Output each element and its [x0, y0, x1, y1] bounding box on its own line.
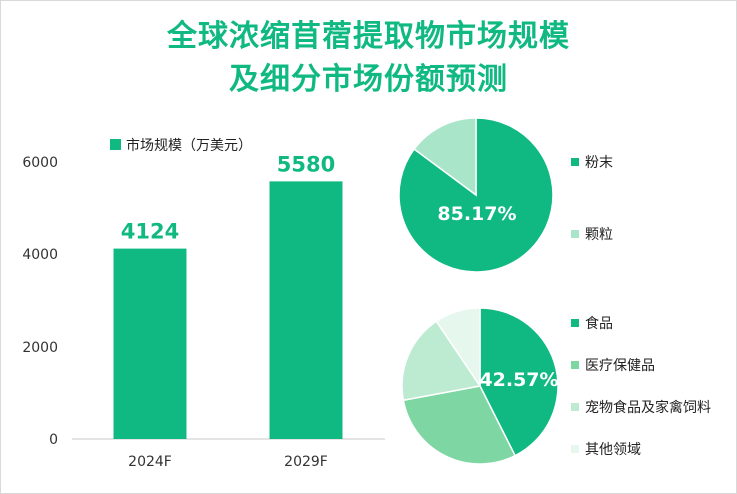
bar-2024f	[113, 248, 187, 439]
pie-form-slice	[398, 117, 554, 273]
pie-application	[401, 307, 559, 465]
pie-application-value-label: 42.57%	[479, 369, 558, 391]
legend-swatch-granule	[571, 230, 579, 238]
bar-data-label: 4124	[121, 220, 179, 244]
legend-swatch-healthcare	[571, 361, 579, 369]
legend-swatch-powder	[571, 158, 579, 166]
y-tick-label: 2000	[22, 340, 58, 356]
bar-data-label: 5580	[277, 152, 335, 176]
x-category-label: 2024F	[128, 454, 172, 470]
legend-swatch-food	[571, 319, 579, 327]
legend-label-granule: 颗粒	[585, 227, 613, 243]
pie-form-slice	[413, 117, 477, 197]
pie-application-slice	[479, 307, 559, 457]
pie-form-value-label: 85.17%	[437, 203, 516, 225]
legend-swatch-other	[571, 445, 579, 453]
legend-label-other: 其他领域	[585, 442, 641, 458]
bar-2029f	[269, 181, 343, 439]
pie-application-slice	[402, 385, 517, 465]
legend-label-pet-feed: 宠物食品及家禽饲料	[585, 399, 711, 416]
chart-title-line1: 全球浓缩苜蓿提取物市场规模	[167, 19, 570, 54]
pie-form	[398, 117, 554, 273]
pie-application-slice	[435, 307, 481, 389]
pie-application-slice	[401, 320, 482, 402]
y-tick-label: 4000	[22, 247, 58, 263]
legend-label-food: 食品	[585, 315, 613, 332]
legend-label-powder: 粉末	[585, 155, 613, 171]
legend-label-healthcare: 医疗保健品	[585, 358, 655, 374]
y-tick-label: 6000	[22, 155, 58, 171]
bar-legend-label: 市场规模（万美元）	[126, 137, 252, 154]
chart-title-line2: 及细分市场份额预测	[229, 62, 508, 97]
y-tick-label: 0	[49, 432, 58, 448]
x-category-label: 2029F	[284, 454, 328, 470]
legend-swatch-pet-feed	[571, 403, 579, 411]
bar-legend-swatch	[110, 139, 121, 150]
